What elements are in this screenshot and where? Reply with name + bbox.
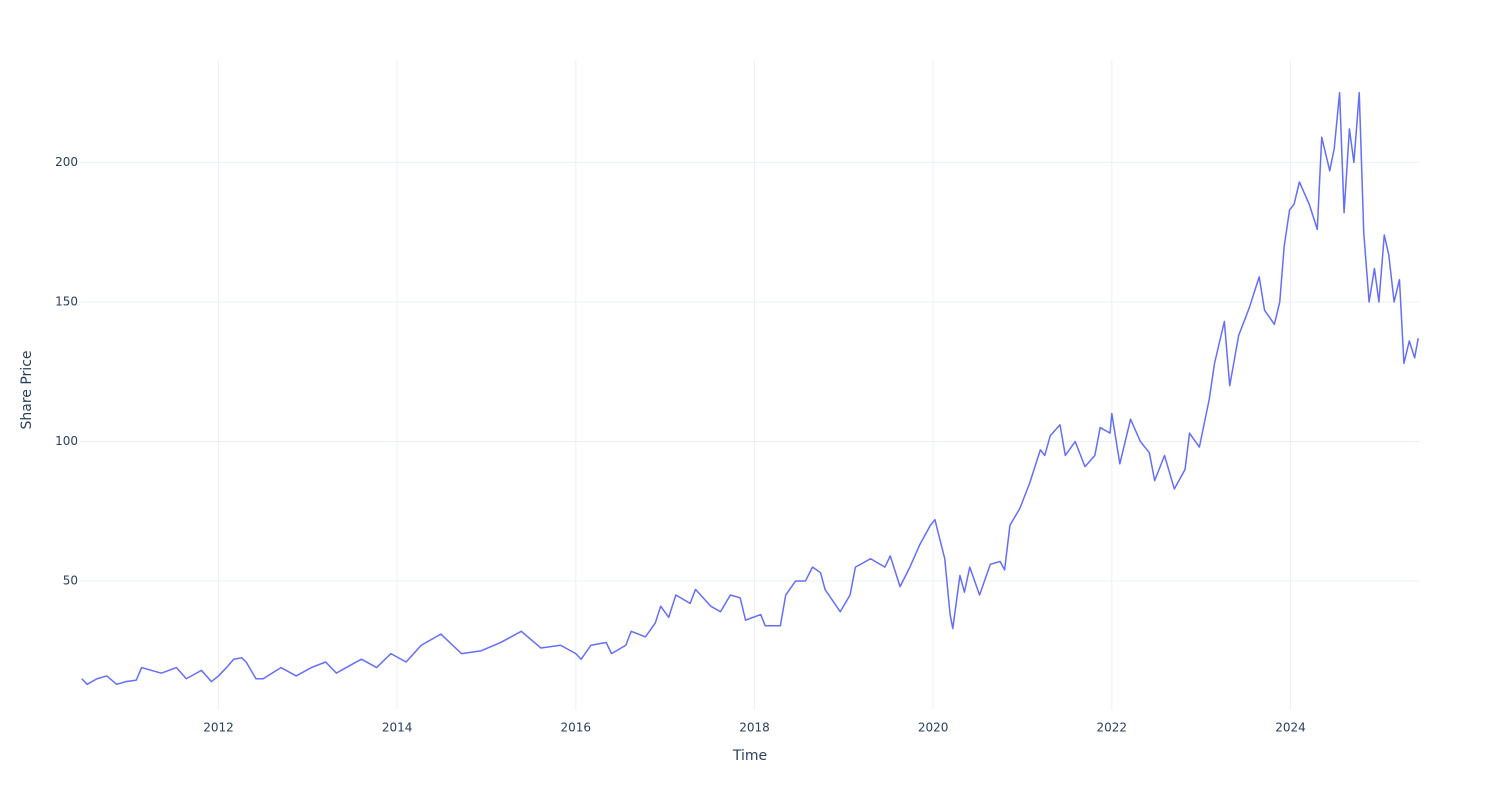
- price-line: [81, 91, 1419, 686]
- x-axis-title: Time: [732, 748, 767, 764]
- y-axis-title: Share Price: [19, 350, 35, 429]
- x-tick-label: 2016: [561, 721, 592, 735]
- x-tick-label: 2014: [382, 721, 413, 735]
- x-tick-label: 2024: [1275, 721, 1306, 735]
- y-tick-label: 200: [55, 155, 78, 169]
- y-tick-label: 100: [55, 434, 78, 448]
- x-tick-label: 2022: [1097, 721, 1128, 735]
- x-tick-label: 2020: [918, 721, 949, 735]
- y-tick-label: 50: [63, 574, 78, 588]
- y-tick-label: 150: [55, 294, 78, 308]
- x-tick-label: 2012: [203, 721, 234, 735]
- x-tick-label: 2018: [739, 721, 770, 735]
